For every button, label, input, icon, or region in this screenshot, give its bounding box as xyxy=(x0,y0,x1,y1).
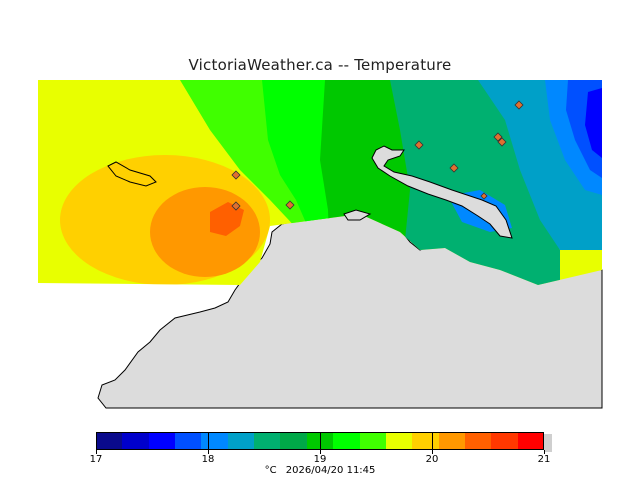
island-outline xyxy=(107,161,157,187)
legend-tick xyxy=(543,450,545,454)
legend-swatch xyxy=(464,432,492,450)
legend-tick xyxy=(95,450,97,454)
legend-swatch xyxy=(201,432,229,450)
legend-unit: °C xyxy=(264,465,277,476)
inlet-coastline xyxy=(371,145,513,239)
legend-swatch xyxy=(491,432,519,450)
legend-shadow xyxy=(544,434,552,452)
station-marker[interactable] xyxy=(480,192,488,200)
legend-divider xyxy=(319,432,321,450)
station-marker[interactable] xyxy=(449,163,459,173)
legend-tick-label: 17 xyxy=(89,454,103,465)
legend-timestamp: 2026/04/20 11:45 xyxy=(285,465,376,476)
station-marker[interactable] xyxy=(493,132,503,142)
legend-swatch xyxy=(175,432,202,450)
weather-stations xyxy=(231,100,524,211)
legend-swatch xyxy=(359,432,387,450)
station-marker[interactable] xyxy=(497,137,507,147)
legend-swatch xyxy=(227,432,255,450)
legend-tick-label: 18 xyxy=(201,454,215,465)
station-marker[interactable] xyxy=(414,140,424,150)
legend-swatch xyxy=(96,432,123,450)
legend-divider xyxy=(431,432,433,450)
legend-swatch xyxy=(385,432,413,450)
legend-swatch xyxy=(254,432,281,450)
station-marker[interactable] xyxy=(231,170,241,180)
legend-tick-label: 20 xyxy=(425,454,439,465)
station-marker[interactable] xyxy=(514,100,524,110)
legend-divider xyxy=(207,432,209,450)
legend-swatch xyxy=(412,432,440,450)
legend-swatch xyxy=(148,432,176,450)
legend-swatch xyxy=(122,432,150,450)
legend-tick xyxy=(431,450,433,454)
legend-tick-label: 19 xyxy=(313,454,327,465)
temperature-map xyxy=(38,80,603,409)
legend-caption: °C 2026/04/20 11:45 xyxy=(0,465,640,476)
station-marker[interactable] xyxy=(285,200,295,210)
legend-swatch xyxy=(517,432,545,450)
peninsula-tip xyxy=(343,209,372,221)
legend-swatch xyxy=(333,432,361,450)
legend-tick xyxy=(207,450,209,454)
station-marker[interactable] xyxy=(231,201,241,211)
map-title: VictoriaWeather.ca -- Temperature xyxy=(188,56,452,74)
legend-tick-label: 21 xyxy=(537,454,551,465)
legend-tick xyxy=(319,450,321,454)
legend-swatch xyxy=(280,432,308,450)
legend-swatch xyxy=(438,432,466,450)
